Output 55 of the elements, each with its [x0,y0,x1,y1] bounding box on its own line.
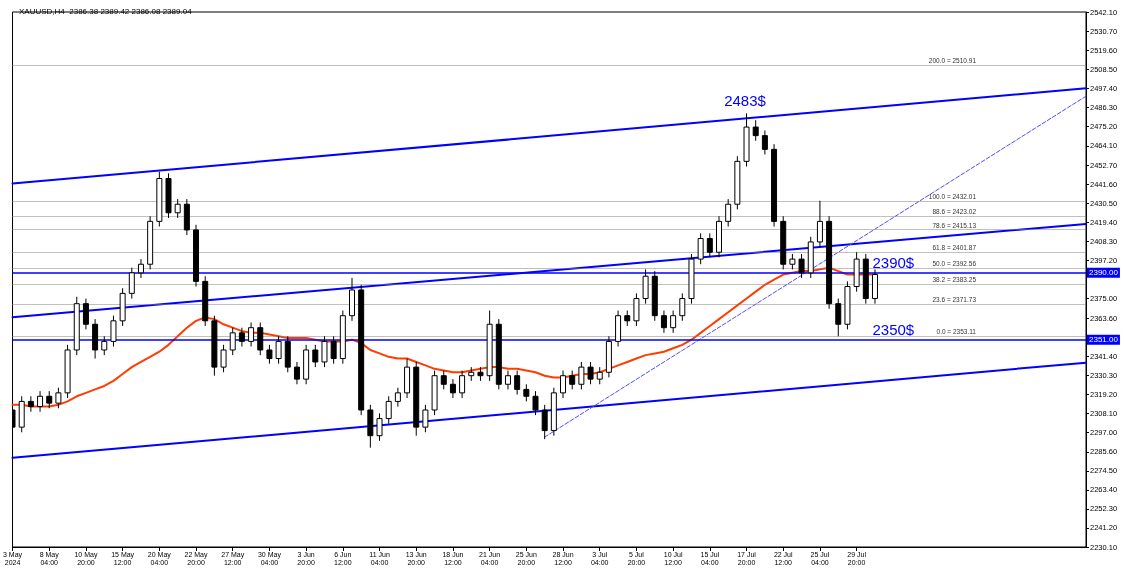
candlestick [238,327,245,348]
candlestick [137,258,144,279]
candlestick [220,344,227,373]
candlestick [670,310,677,334]
candlestick [761,129,768,155]
candlestick [257,322,264,356]
candlestick [642,268,649,305]
candlestick [293,361,300,385]
candlestick [798,253,805,279]
candlestick [633,292,640,327]
candlestick [330,335,337,365]
candlestick [385,395,392,425]
candlestick [82,298,89,330]
candlestick [312,344,319,368]
candlestick [174,198,181,219]
ref-line-label: 2390.00 [1089,268,1119,278]
candlestick [440,370,447,390]
candlestick [587,361,594,385]
candlestick [697,232,704,265]
candlestick [459,370,466,399]
annotation: 2390$ [872,253,915,271]
candlestick [504,370,511,390]
candlestick [569,370,576,390]
candlestick [27,395,34,413]
candlestick [110,315,117,348]
candlestick [266,344,273,365]
chart-title: XAUUSD,H4 2386.38 2389.42 2386.08 2389.04 [19,6,193,16]
candlestick [660,310,667,334]
candlestick [394,387,401,408]
candlestick [752,119,759,142]
candlestick [449,378,456,399]
candlestick [532,390,539,416]
candlestick [422,404,429,433]
candlestick [321,335,328,368]
candlestick [275,335,282,365]
candlestick [101,335,108,356]
ref-line-label: 2351.00 [1089,335,1119,345]
candlestick [578,361,585,390]
candlestick [248,322,255,348]
candlestick [871,268,878,305]
candlestick [229,327,236,356]
candlestick [514,370,521,396]
candlestick [835,298,842,337]
candlestick [128,267,135,300]
candlestick [376,412,383,442]
annotation: 2350$ [872,320,915,338]
candlestick [816,200,823,248]
candlestick [55,387,62,409]
candlestick [541,404,548,440]
candlestick [706,232,713,258]
candlestick [679,292,686,322]
annotation: 2483$ [724,92,767,109]
candlestick [560,370,567,399]
candlestick [37,390,44,413]
candlestick [725,198,732,228]
